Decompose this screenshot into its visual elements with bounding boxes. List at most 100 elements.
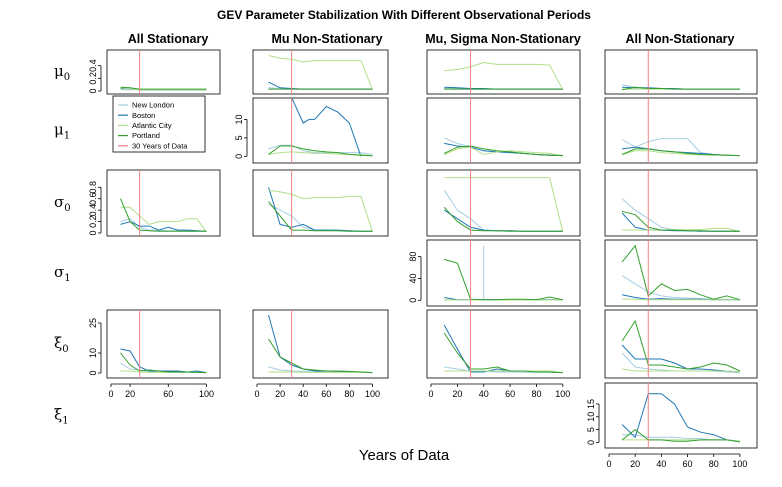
x-tick-label: 40 [479,389,489,399]
series-line-atlantic-city [622,227,741,232]
panel-r1-c2 [426,97,581,164]
series-line-boston [444,142,563,157]
series-line-atlantic-city [444,177,564,233]
y-tick-label: 0.8 [88,181,98,194]
series-line-boston [621,393,740,442]
panel-r1-c3 [604,97,758,164]
x-tick-label: 0 [606,459,611,469]
series-line-atlantic-city [622,298,740,301]
series-line-new-london [621,275,740,301]
x-tick-label: 60 [163,389,173,399]
x-tick-label: 80 [709,459,719,469]
x-tick-label: 60 [505,389,515,399]
legend-entry: Atlantic City [132,121,172,130]
y-tick-label: 10 [234,114,244,124]
y-tick-label: 0 [234,154,244,159]
series-line-portland [622,86,740,91]
x-axis-col-3: 0 20 40 60 80 100 [606,453,747,469]
column-title-2: Mu, Sigma Non-Stationary [425,32,581,46]
y-tick-label: 5 [586,427,596,432]
figure-title: GEV Parameter Stabilization With Differe… [217,8,591,22]
x-tick-label: 100 [555,389,570,399]
y-tick-label: 0.4 [88,204,98,217]
series-line-portland [443,145,563,157]
y-tick-label: 0 [88,88,98,93]
y-tick-label: 5 [234,135,244,140]
panel-frame [252,169,389,237]
column-title-1: Mu Non-Stationary [271,32,382,46]
panel-frame [604,97,758,164]
x-tick-label: 20 [125,389,135,399]
series-line-portland [444,258,563,301]
series-line-boston [268,81,373,90]
panel-frame [604,239,758,307]
panel-r3-c2: 0 40 80 [408,239,581,307]
panels: 00.20.4051000.20.40.60.80408001025051015… [88,49,758,469]
y-tick-label: 25 [88,318,98,328]
x-tick-label: 60 [683,459,693,469]
series-line-atlantic-city [268,55,373,90]
panel-r2-c0: 0 0.20.40.60.8 [88,169,221,237]
series-line-atlantic-city [622,368,740,373]
series-line-portland [268,338,373,374]
y-tick-label: 0.2 [88,215,98,228]
x-tick-label: 0 [108,389,113,399]
x-tick-label: 80 [344,389,354,399]
series-line-portland [443,332,563,374]
x-tick-label: 100 [365,389,380,399]
row-label-5: ξ1 [54,406,69,427]
series-line-atlantic-city [444,61,564,90]
series-line-atlantic-city [268,189,373,233]
panel-frame [252,309,389,379]
series-line-portland [443,206,563,232]
x-tick-label: 100 [199,389,214,399]
y-tick-label: 0 [88,370,98,375]
series-line-portland [621,428,740,443]
series-line-boston [120,221,207,232]
legend-entry: Boston [132,111,155,120]
legend-entry: 30 Years of Data [132,141,188,150]
series-line-new-london [621,198,740,232]
series-line-portland [268,145,373,157]
panel-frame [252,49,389,95]
panel-frame [426,49,581,95]
panel-frame [426,169,581,237]
row-label-1: μ1 [54,121,70,142]
panel-r4-c1 [252,309,389,379]
column-title-0: All Stationary [128,32,209,46]
y-tick-label: 0.2 [88,72,98,85]
legend-box [112,95,206,153]
panel-r4-c3 [604,309,758,379]
panel-r2-c1 [252,169,389,237]
x-tick-label: 80 [531,389,541,399]
y-tick-label: 10 [88,348,98,358]
x-axis-label: Years of Data [359,447,450,464]
panel-frame [426,239,581,307]
series-line-new-london [268,203,373,232]
panel-frame [252,97,389,164]
x-tick-label: 60 [321,389,331,399]
panel-frame [426,309,581,379]
row-label-0: μ0 [54,62,70,83]
x-tick-label: 100 [732,459,747,469]
series-line-portland [621,210,740,232]
row-labels: μ0 μ1 σ0 σ1 ξ0 ξ1 [54,62,71,427]
series-line-portland [120,86,207,90]
series-line-portland [621,319,741,372]
column-title-3: All Non-Stationary [625,32,734,46]
series-line-boston [268,187,373,232]
series-line-atlantic-city [268,371,373,374]
panel-frame [604,169,758,237]
x-tick-label: 20 [275,389,285,399]
series-line-boston [268,314,373,374]
panel-frame [106,49,221,95]
row-label-4: ξ0 [54,334,69,355]
y-tick-label: 0.6 [88,192,98,205]
panel-frame [106,169,221,237]
series-line-new-london [621,352,740,374]
panel-r2-c3 [604,169,758,237]
panel-r1-c1: 0 5 10 [234,97,389,164]
panel-r0-c2 [426,49,581,95]
